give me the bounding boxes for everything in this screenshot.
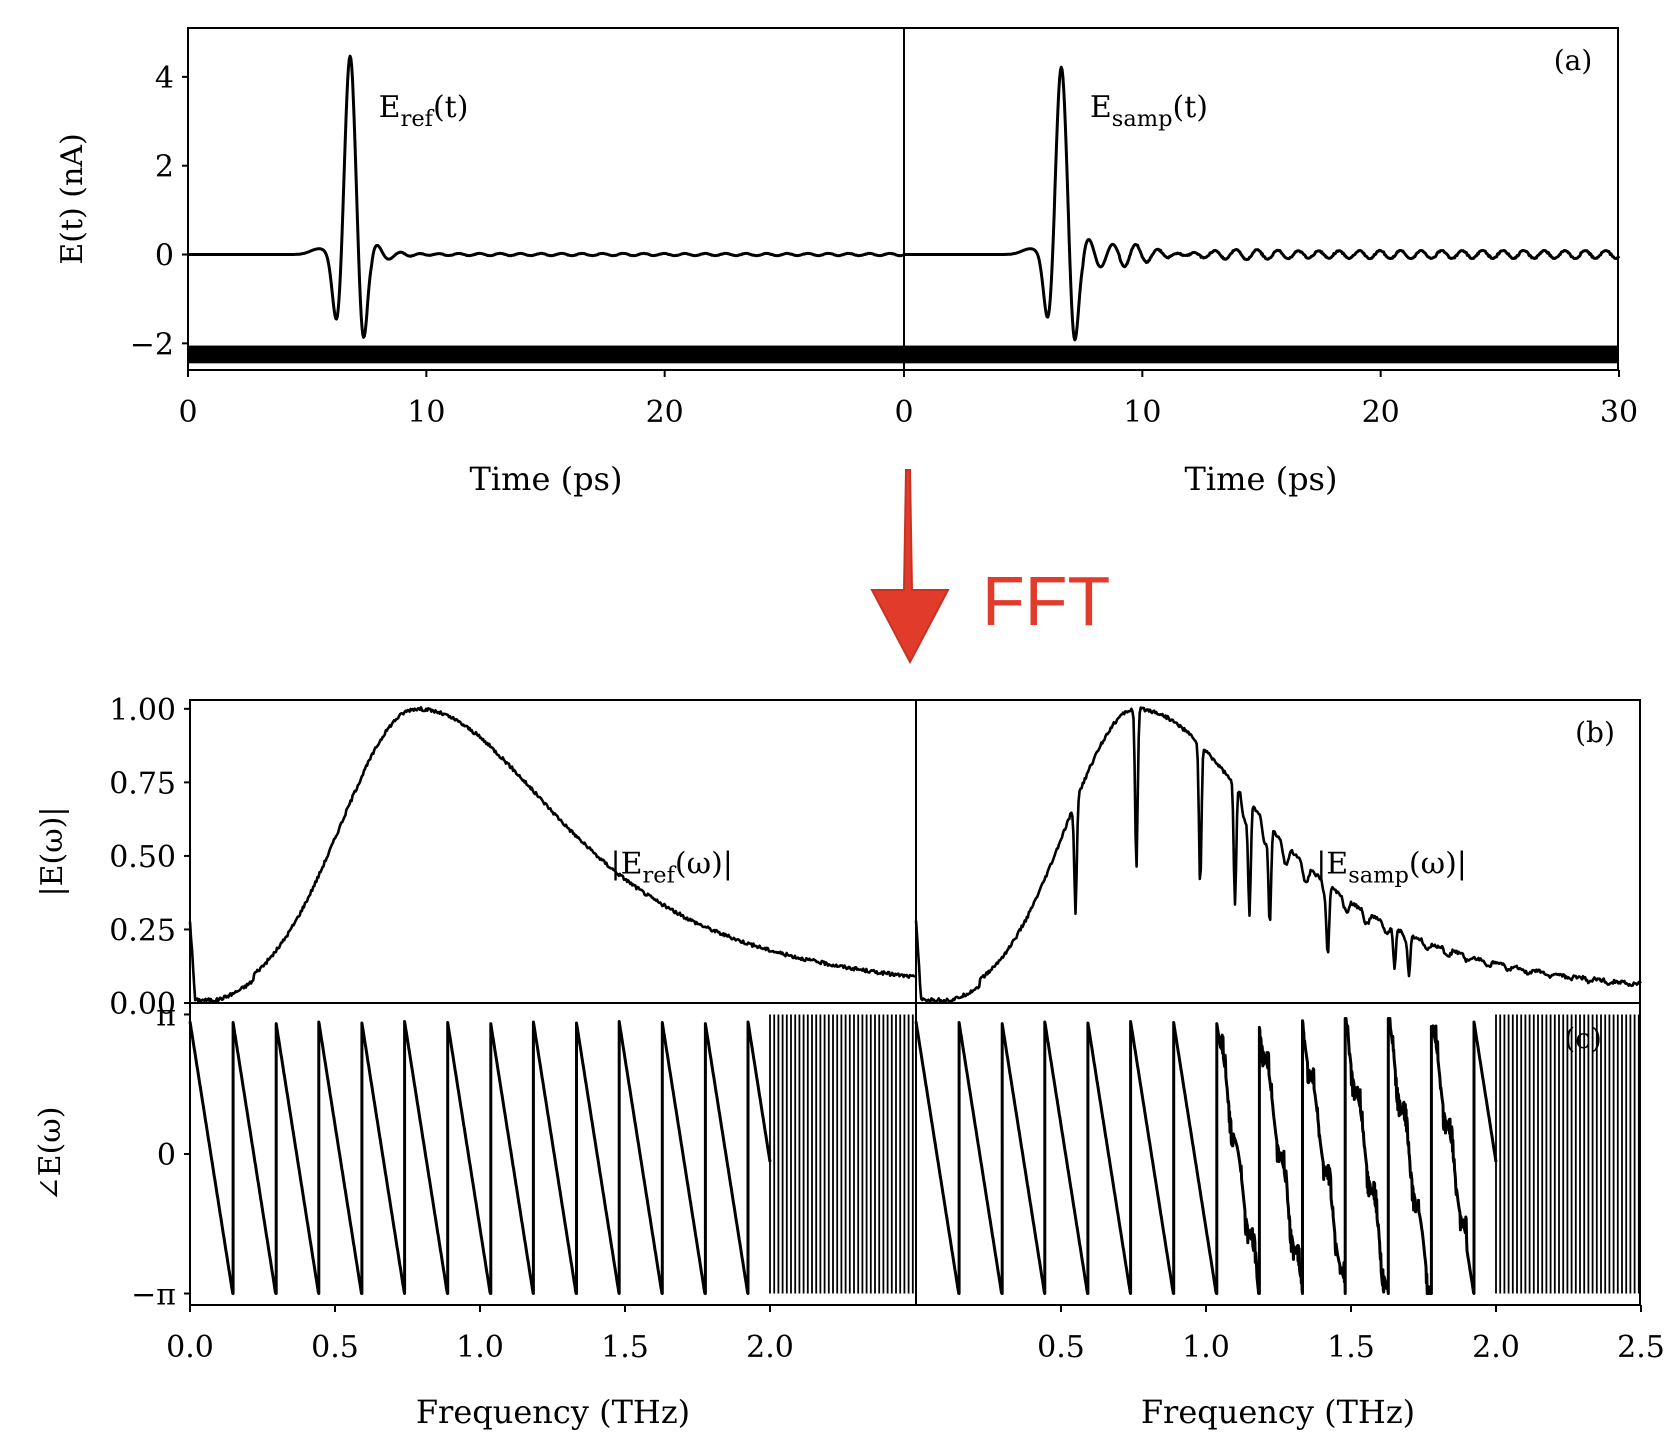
x-tick-label-a: 10 (1123, 395, 1161, 430)
y-tick-label-b: 0.75 (109, 766, 176, 801)
phase-noise-samp (1495, 1014, 1640, 1294)
x-tick-label-a: 10 (407, 395, 445, 430)
label-e-ref-w-tail: (ω)| (675, 847, 733, 882)
series-phase-ref (188, 1020, 772, 1295)
label-e-ref-w-main: |E (611, 847, 643, 882)
label-e-samp-w-main: |E (1316, 847, 1348, 882)
y-tick-label-b: 1.00 (109, 693, 176, 728)
y-axis-label-b: |E(ω)| (35, 807, 70, 897)
x-axis-label-a: Time (ps) (470, 460, 623, 498)
label-e-ref-t-tail: (t) (433, 90, 468, 125)
x-tick-label-c: 1.0 (456, 1330, 504, 1365)
x-axis-label-a: Time (ps) (1185, 460, 1338, 498)
x-tick-label-c: 2.0 (1472, 1330, 1520, 1365)
y-tick-label-b: 0.00 (109, 987, 176, 1022)
y-axis-label-c: ∠E(ω) (33, 1107, 68, 1202)
phase-noise-ref (769, 1014, 914, 1294)
x-tick-label-c: 2.5 (1617, 1330, 1665, 1365)
label-e-samp-w: |Esamp(ω)| (1316, 847, 1467, 889)
label-e-ref-t-sub: ref (401, 106, 435, 132)
x-tick-label-a: 20 (646, 395, 684, 430)
y-tick-label-a: 0 (155, 239, 174, 274)
x-tick-label-c: 1.0 (1182, 1330, 1230, 1365)
series-e-samp-t (903, 65, 1621, 342)
panel-label-b: (b) (1575, 716, 1615, 749)
series-e-samp-w (914, 706, 1642, 1003)
label-e-ref-w: |Eref(ω)| (611, 847, 733, 889)
panel-c: π 0 −π ∠E(ω) (c) 0.0 0.5 1.0 1.5 2.0 Frequency (TH… (33, 998, 1665, 1431)
x-tick-label-a: 0 (178, 395, 197, 430)
x-tick-label-c: 0.0 (166, 1330, 214, 1365)
label-e-samp-t-main: E (1090, 90, 1112, 125)
label-e-ref-w-sub: ref (643, 863, 677, 889)
fft-arrow-icon (870, 469, 950, 665)
series-e-ref-w (188, 706, 916, 1003)
x-tick-label-c: 0.5 (1037, 1330, 1085, 1365)
x-tick-label-c: 1.5 (1327, 1330, 1375, 1365)
y-tick-label-b: 0.50 (109, 840, 176, 875)
x-tick-label-c: 2.0 (746, 1330, 794, 1365)
y-tick-label-b: 0.25 (109, 913, 176, 948)
label-e-samp-w-sub: samp (1348, 863, 1409, 889)
y-axis-label-a: E(t) (nA) (55, 133, 90, 264)
series-e-ref-t (187, 54, 904, 339)
x-axis-label-c: Frequency (THz) (1141, 1393, 1415, 1431)
x-tick-label-a: 30 (1600, 395, 1638, 430)
y-tick-label-c: π (156, 998, 176, 1033)
x-tick-label-c: 0.5 (311, 1330, 359, 1365)
panel-a-band (188, 345, 1618, 364)
x-axis-label-c: Frequency (THz) (416, 1393, 690, 1431)
y-tick-label-a: 2 (155, 150, 174, 185)
panel-label-a: (a) (1554, 44, 1593, 77)
label-e-ref-t-main: E (379, 90, 401, 125)
x-tick-label-a: 0 (894, 395, 913, 430)
y-tick-label-a: 4 (155, 61, 174, 96)
panel-b: 1.000.750.500.250.00|E(ω)|(b)|Eref(ω)| |E… (35, 693, 1642, 1022)
fft-label: FFT (982, 562, 1110, 640)
x-tick-label-a: 20 (1362, 395, 1400, 430)
label-e-samp-t-sub: samp (1112, 106, 1173, 132)
label-e-samp-t-tail: (t) (1173, 90, 1208, 125)
label-e-ref-t: Eref(t) (379, 90, 469, 132)
label-e-samp-t: Esamp(t) (1090, 90, 1208, 132)
series-phase-samp (914, 1017, 1498, 1295)
label-e-samp-w-tail: (ω)| (1409, 847, 1467, 882)
y-tick-label-c: −π (131, 1278, 176, 1313)
fft-arrow: FFT (870, 469, 1110, 665)
y-tick-label-c: 0 (157, 1138, 176, 1173)
y-tick-label-a: −2 (130, 327, 174, 362)
x-tick-label-c: 1.5 (601, 1330, 649, 1365)
panel-label-c: (c) (1564, 1022, 1602, 1055)
